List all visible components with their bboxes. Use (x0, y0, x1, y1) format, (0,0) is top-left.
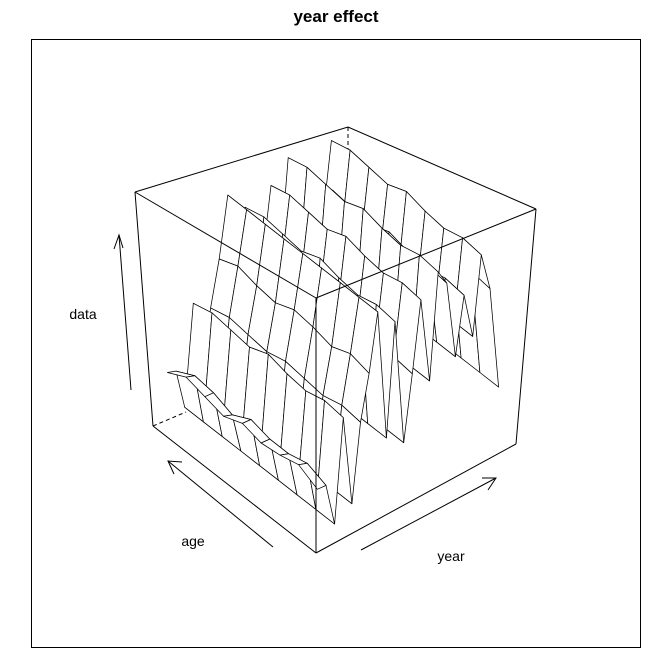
front-box-edges (134, 126, 537, 554)
z-axis-arrow (118, 234, 132, 391)
box-edge-top-left-back (134, 126, 349, 193)
y-axis-arrowhead (482, 477, 497, 491)
y-axis-arrow (360, 477, 497, 551)
x-axis-arrow (167, 460, 274, 548)
box-edge-top-right-front (315, 208, 537, 299)
surface-mesh (167, 140, 499, 525)
box-edge-top-left-front (134, 191, 317, 299)
box-edge-bottom-left (152, 425, 317, 554)
axis-arrows (113, 233, 497, 551)
chart-title: year effect (293, 7, 378, 26)
plot-frame (31, 39, 641, 648)
box-edge-left-vertical (134, 191, 154, 427)
box-edge-right-vertical (515, 208, 537, 445)
z-axis-label: data (69, 306, 96, 322)
x-axis-label: age (181, 533, 205, 549)
x-axis-arrowhead (167, 460, 183, 475)
surface-facet (298, 462, 327, 490)
box-edge-top-right-back (347, 126, 537, 210)
box-edge-bottom-right (315, 443, 517, 554)
z-axis-arrowhead (113, 233, 124, 250)
box-edge-back-floor-left (152, 411, 187, 427)
y-axis-label: year (437, 548, 465, 564)
